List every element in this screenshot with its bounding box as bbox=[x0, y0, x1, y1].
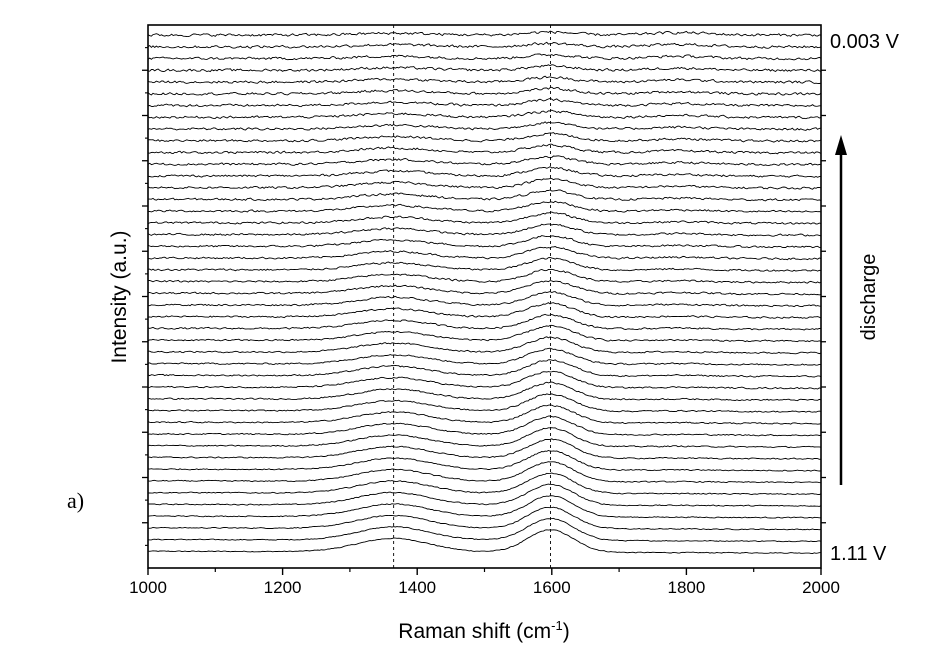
spectrum-line bbox=[147, 506, 822, 531]
spectrum-line bbox=[147, 235, 822, 249]
spectrum-line bbox=[147, 472, 822, 495]
top-series-label: 0.003 V bbox=[830, 31, 900, 53]
spectrum-line bbox=[147, 121, 822, 131]
y-axis-title: Intensity (a.u.) bbox=[108, 230, 131, 363]
spectrum-line bbox=[147, 450, 822, 472]
spectrum-line bbox=[147, 280, 822, 296]
spectrum-line bbox=[147, 143, 822, 155]
spectrum-line bbox=[147, 75, 822, 84]
spectrum-line bbox=[147, 30, 821, 38]
bottom-series-label: 1.11 V bbox=[830, 543, 887, 565]
spectrum-line bbox=[147, 461, 822, 484]
spectrum-line bbox=[147, 257, 822, 272]
x-tick-label: 1400 bbox=[398, 578, 436, 597]
spectrum-line bbox=[147, 393, 822, 413]
x-tick-label: 1000 bbox=[129, 578, 167, 597]
spectrum-line bbox=[147, 517, 822, 543]
spectrum-line bbox=[147, 404, 822, 425]
spectrum-line bbox=[147, 178, 822, 190]
spectrum-line bbox=[147, 155, 822, 167]
x-axis-ticks: 1000 1200 1400 1600 1800 2000 bbox=[129, 568, 840, 597]
spectrum-line bbox=[147, 200, 822, 213]
spectrum-line bbox=[147, 302, 822, 319]
y-axis-ticks bbox=[142, 47, 826, 546]
spectrum-line bbox=[147, 415, 822, 437]
spectrum-line bbox=[147, 86, 822, 96]
spectrum-line bbox=[147, 132, 822, 143]
spectrum-line bbox=[148, 483, 822, 507]
panel-label: a) bbox=[67, 488, 84, 513]
spectrum-line bbox=[147, 246, 822, 261]
spectra-traces bbox=[147, 30, 822, 554]
spectrum-line bbox=[147, 347, 821, 366]
spectrum-line bbox=[147, 41, 822, 49]
x-tick-label: 1600 bbox=[533, 578, 571, 597]
spectrum-line bbox=[147, 211, 822, 225]
spectrum-line bbox=[147, 291, 822, 308]
spectrum-line bbox=[147, 370, 822, 390]
spectrum-line bbox=[147, 313, 821, 331]
spectrum-line bbox=[147, 381, 822, 402]
spectrum-line bbox=[147, 359, 822, 378]
spectrum-line bbox=[147, 64, 822, 73]
spectrum-line bbox=[147, 268, 822, 284]
spectrum-line bbox=[147, 438, 822, 460]
spectrum-line bbox=[147, 53, 822, 61]
spectrum-line bbox=[147, 98, 821, 108]
discharge-arrow bbox=[835, 135, 847, 485]
x-axis-title: Raman shift (cm-1) bbox=[398, 618, 569, 643]
spectrum-line bbox=[147, 223, 822, 237]
spectrum-line bbox=[147, 109, 822, 120]
spectrum-line bbox=[148, 189, 822, 202]
x-tick-label: 1800 bbox=[667, 578, 705, 597]
reference-lines bbox=[393, 25, 551, 568]
spectrum-line bbox=[147, 324, 822, 343]
spectrum-line bbox=[147, 427, 822, 449]
x-tick-label: 1200 bbox=[264, 578, 302, 597]
plot-frame bbox=[147, 24, 822, 569]
arrow-label: discharge bbox=[858, 254, 880, 341]
x-tick-label: 2000 bbox=[802, 578, 840, 597]
spectrum-line bbox=[147, 495, 821, 519]
spectrum-line bbox=[147, 166, 822, 178]
spectrum-line bbox=[148, 336, 822, 355]
spectrum-line bbox=[147, 529, 822, 554]
